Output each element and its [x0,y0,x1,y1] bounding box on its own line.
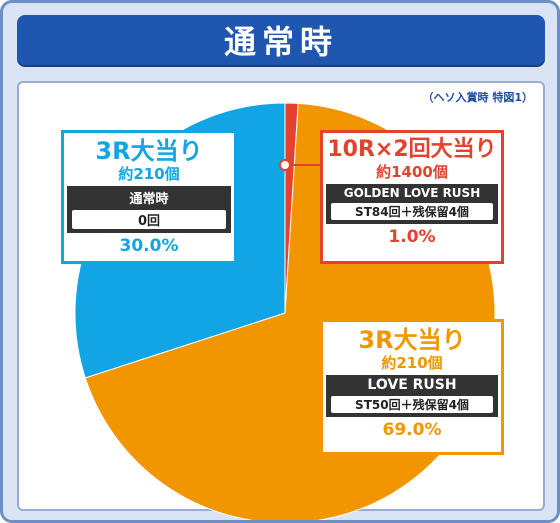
label-blue-mode-text: 通常時 [129,192,169,207]
label-red: 10R×2回大当り 約1400個 GOLDEN LOVE RUSH ST84回＋… [320,130,504,264]
label-red-mode-text: GOLDEN LOVE RUSH [343,186,481,200]
label-orange-title: 3R大当り [358,326,466,354]
chart-note: （ヘソ入賞時 特図1） [422,91,533,104]
label-blue-sub: 約210個 [118,165,180,183]
label-red-mode: GOLDEN LOVE RUSH ST84回＋残保留4個 [326,184,498,224]
label-orange-mode-text: LOVE RUSH [367,377,457,393]
label-red-pct: 1.0% [388,227,436,247]
label-orange-sub: 約210個 [381,354,443,372]
label-orange-mode: LOVE RUSH ST50回＋残保留4個 [326,375,498,417]
label-orange-detail: ST50回＋残保留4個 [330,395,494,414]
label-blue-title: 3R大当り [95,137,203,165]
label-blue-pct: 30.0% [119,236,179,256]
chart-title: 通常時 [223,23,338,61]
label-blue-mode: 通常時 0回 [67,186,231,233]
label-orange: 3R大当り 約210個 LOVE RUSH ST50回＋残保留4個 69.0% [320,319,504,455]
red-slice-marker [279,159,291,171]
label-blue-detail: 0回 [71,209,227,230]
title-banner: 通常時 [17,15,545,65]
label-red-title: 10R×2回大当り [327,137,497,162]
label-blue: 3R大当り 約210個 通常時 0回 30.0% [61,130,237,264]
label-red-sub: 約1400個 [376,163,448,181]
label-orange-pct: 69.0% [382,420,442,440]
label-red-detail: ST84回＋残保留4個 [330,202,494,221]
